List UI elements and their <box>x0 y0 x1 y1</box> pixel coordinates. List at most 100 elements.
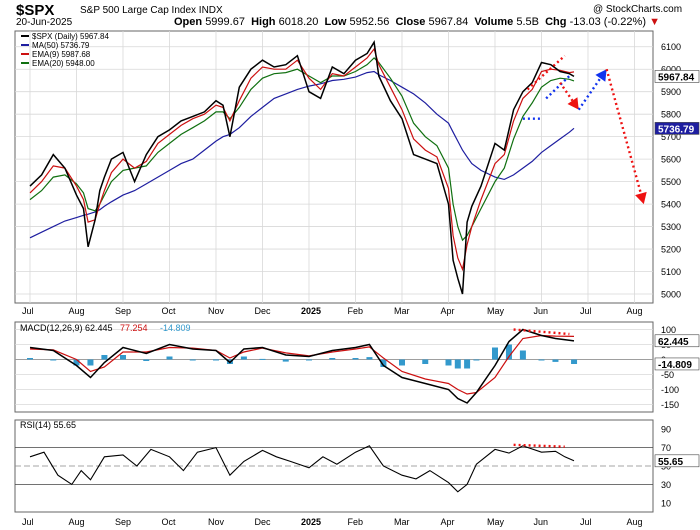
open-value: 5999.67 <box>205 16 245 28</box>
macd-histogram-bar <box>189 359 196 361</box>
chart-header: $SPX S&P 500 Large Cap Index INDX @ Stoc… <box>0 0 700 28</box>
rsi-x-tick-label: Nov <box>208 517 225 527</box>
ema9-line <box>29 47 575 272</box>
price-x-tick-label: Jul <box>580 306 592 316</box>
price-legend-label: $SPX (Daily) 5967.84 <box>32 32 109 41</box>
rsi-x-tick-label: Jun <box>534 517 549 527</box>
price-projection-arrow-shaft <box>605 68 643 194</box>
macd-histogram-bar <box>538 359 545 361</box>
volume-value: 5.5B <box>516 16 539 28</box>
macd-histogram-bar <box>422 359 429 364</box>
macd-histogram-bar <box>87 359 94 366</box>
exchange-code: INDX <box>198 5 223 16</box>
price-x-tick-label: Aug <box>69 306 85 316</box>
rsi-y-tick-label: 70 <box>661 443 671 453</box>
macd-histogram-bar <box>282 359 289 362</box>
low-value: 5952.56 <box>349 16 390 28</box>
price-y-tick-label: 6100 <box>661 42 681 52</box>
rsi-x-tick-label: Dec <box>255 517 272 527</box>
macd-hist-last-value: -14.809 <box>658 360 692 371</box>
rsi-trend-dotted-line <box>513 443 565 448</box>
macd-histogram-bar <box>143 359 150 361</box>
rsi-x-tick-label: Aug <box>69 517 85 527</box>
macd-histogram-bar <box>380 359 387 367</box>
price-projection-arrow-head <box>595 69 607 82</box>
price-legend-label: EMA(9) 5987.68 <box>32 50 91 59</box>
price-last-value: 5967.84 <box>658 72 695 83</box>
price-y-tick-label: 5800 <box>661 110 681 120</box>
macd-last-value-box <box>654 334 700 348</box>
price-projection-arrow-shaft <box>559 82 574 102</box>
macd-histogram-bar <box>445 359 452 366</box>
macd-legend-label: MACD(12,26,9) <box>20 323 83 333</box>
price-y-tick-label: 5000 <box>661 290 681 300</box>
macd-histogram-bar <box>352 358 359 360</box>
high-label: High <box>251 16 276 28</box>
macd-y-tick-label: -150 <box>661 400 679 410</box>
ma50-last-value: 5736.79 <box>658 124 695 135</box>
price-x-tick-label: Apr <box>441 306 455 316</box>
price-x-tick-label: Mar <box>394 306 410 316</box>
macd-y-tick-label: -100 <box>661 385 679 395</box>
macd-histogram-bar <box>366 357 373 360</box>
rsi-last-value-box <box>654 454 700 468</box>
chg-label: Chg <box>545 16 567 28</box>
price-y-tick-label: 5700 <box>661 132 681 142</box>
macd-histogram-bar <box>399 359 405 366</box>
price-y-tick-label: 5600 <box>661 155 681 165</box>
rsi-y-tick-label: 30 <box>661 480 671 490</box>
macd-histogram-bar <box>306 359 312 361</box>
price-line <box>29 40 575 295</box>
price-projection-arrow-shaft <box>577 77 602 111</box>
macd-histogram-bar <box>259 358 266 360</box>
rsi-x-tick-label: Apr <box>441 517 455 527</box>
price-trend-dotted-line <box>545 75 571 100</box>
close-value: 5967.84 <box>428 16 469 28</box>
macd-y-tick-label: 100 <box>661 325 676 335</box>
rsi-x-tick-label: Jul <box>580 517 592 527</box>
quote-date: 20-Jun-2025 <box>16 17 73 28</box>
volume-label: Volume <box>474 16 514 28</box>
ema20-line <box>29 57 575 242</box>
macd-histogram-bar <box>213 359 219 361</box>
macd-histogram-bar <box>240 356 247 360</box>
price-x-tick-label: Sep <box>115 306 131 316</box>
rsi-x-tick-label: 2025 <box>301 517 321 527</box>
price-x-tick-label: Jun <box>534 306 549 316</box>
price-last-value-box <box>654 70 700 83</box>
price-projection-arrow-head <box>635 191 647 205</box>
price-x-tick-label: May <box>487 306 505 316</box>
symbol-title: $SPX <box>16 2 55 19</box>
macd-histogram-bar <box>166 356 173 360</box>
macd-histogram-bar <box>27 358 33 360</box>
price-x-tick-label: Nov <box>208 306 225 316</box>
high-value: 6018.20 <box>278 16 319 28</box>
low-label: Low <box>324 16 347 28</box>
close-label: Close <box>395 16 426 28</box>
rsi-x-tick-label: Oct <box>162 517 177 527</box>
macd-hist-legend-value: -14.809 <box>160 323 191 333</box>
attribution: @ StockCharts.com <box>593 4 683 15</box>
macd-histogram-bar <box>50 359 57 361</box>
macd-line <box>29 328 575 404</box>
price-projection-arrow-head <box>567 97 579 110</box>
macd-signal-legend-value: 77.254 <box>120 323 148 333</box>
macd-last-value: 62.445 <box>658 337 689 348</box>
price-y-tick-label: 5900 <box>661 87 681 97</box>
index-fullname: S&P 500 Large Cap Index <box>80 5 197 16</box>
rsi-x-tick-label: Feb <box>348 517 364 527</box>
price-y-tick-label: 5300 <box>661 222 681 232</box>
open-label: Open <box>174 16 203 28</box>
rsi-x-tick-label: May <box>487 517 505 527</box>
macd-histogram-bar <box>101 355 108 360</box>
rsi-x-tick-label: Aug <box>627 517 643 527</box>
price-x-tick-label: Jul <box>22 306 34 316</box>
price-y-tick-label: 5400 <box>661 200 681 210</box>
macd-histogram-bar <box>473 359 480 361</box>
rsi-line <box>29 445 575 493</box>
price-y-tick-label: 5500 <box>661 177 681 187</box>
rsi-legend-label: RSI(14) 55.65 <box>20 420 76 430</box>
macd-y-tick-label: -50 <box>661 370 674 380</box>
price-trend-dotted-line <box>526 54 566 91</box>
price-x-tick-label: Dec <box>255 306 272 316</box>
